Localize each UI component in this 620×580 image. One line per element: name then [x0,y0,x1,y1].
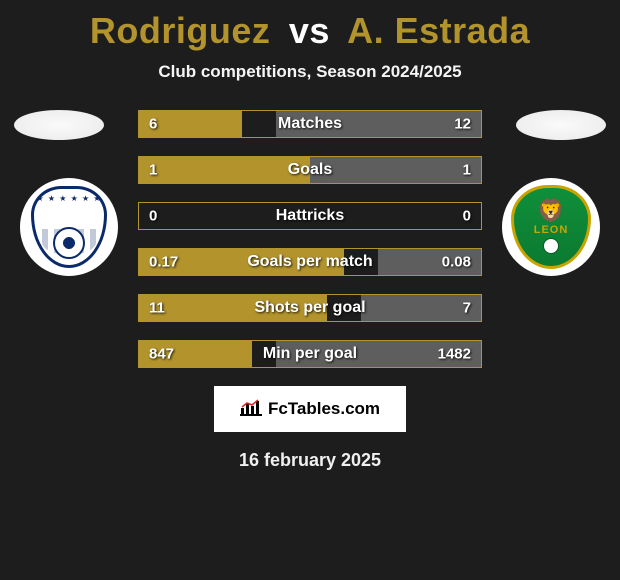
date-label: 16 february 2025 [0,450,620,471]
player1-name: Rodriguez [90,10,271,51]
stat-fill-left [139,249,344,275]
stat-row: Shots per goal117 [138,294,482,322]
player-ellipse-left [14,110,104,140]
leon-crest-icon: 🦁 LEON [511,185,591,269]
stat-row: Matches612 [138,110,482,138]
stat-fill-right [276,341,481,367]
crest-ball-icon [53,227,85,259]
stat-value-left: 0 [149,208,157,225]
stat-row: Min per goal8471482 [138,340,482,368]
stat-fill-left [139,157,310,183]
crest-text: LEON [534,224,569,236]
crest-stars-icon: ★ ★ ★ ★ ★ ★ [34,194,104,203]
page-title: Rodriguez vs A. Estrada [0,0,620,52]
stat-fill-right [276,111,481,137]
stat-row: Goals11 [138,156,482,184]
stat-bars: Matches612 Goals11 Hattricks0 0 Goals per ma… [138,110,482,368]
stat-value-right: 0 [463,208,471,225]
club-badge-left: ★ ★ ★ ★ ★ ★ [20,178,118,276]
comparison-stage: ★ ★ ★ ★ ★ ★ 🦁 LEON Matches612 Goals11 Hatt… [0,110,620,471]
subtitle: Club competitions, Season 2024/2025 [0,62,620,82]
stat-fill-left [139,111,242,137]
crest-ball-icon [543,238,559,254]
vs-separator: vs [289,10,330,51]
stat-row: Hattricks0 0 [138,202,482,230]
stat-fill-right [361,295,481,321]
chart-icon [240,398,262,421]
stat-fill-right [310,157,481,183]
stat-fill-right [378,249,481,275]
crest-lion-icon: 🦁 [537,200,564,222]
player-ellipse-right [516,110,606,140]
stat-fill-left [139,295,327,321]
stat-fill-left [139,341,252,367]
stat-label: Hattricks [139,207,481,225]
pachuca-crest-icon: ★ ★ ★ ★ ★ ★ [31,186,107,268]
fctables-label: FcTables.com [268,399,380,419]
stat-row: Goals per match0.170.08 [138,248,482,276]
player2-name: A. Estrada [347,10,530,51]
club-badge-right: 🦁 LEON [502,178,600,276]
fctables-badge: FcTables.com [214,386,406,432]
